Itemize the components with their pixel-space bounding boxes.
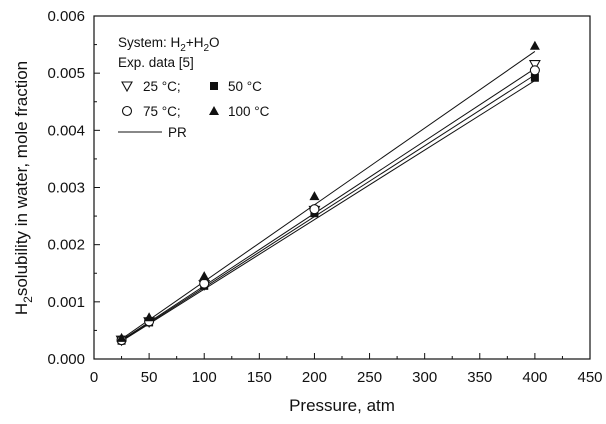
data-point: [529, 40, 540, 50]
data-point: [530, 73, 539, 82]
legend-label-pr: PR: [168, 125, 187, 140]
legend-marker: [121, 105, 133, 117]
y-tick-label: 0.006: [47, 8, 85, 25]
legend-exp-data: Exp. data [5]: [118, 55, 194, 70]
legend: System: H2+H2O Exp. data [5] 25 °C; 50 °…: [118, 35, 270, 140]
pr-model-line: [121, 68, 536, 341]
data-point: [309, 191, 320, 201]
y-tick-label: 0.005: [47, 65, 85, 82]
data-point: [116, 332, 127, 342]
x-tick-label: 300: [412, 369, 437, 386]
legend-marker: [209, 106, 219, 115]
y-axis-ticks: 0.000 0.001 0.002 0.003 0.004 0.005 0.006: [47, 8, 100, 368]
x-tick-label: 400: [522, 369, 547, 386]
x-tick-label: 0: [90, 369, 98, 386]
legend-label-100c: 100 °C: [228, 104, 270, 119]
legend-marker: [210, 82, 218, 90]
legend-label-25c: 25 °C;: [143, 79, 181, 94]
legend-marker: [121, 81, 133, 93]
y-tick-label: 0.000: [47, 351, 85, 368]
pr-model-line: [121, 80, 536, 342]
legend-markers: [121, 81, 219, 117]
data-point: [199, 271, 210, 281]
x-tick-label: 50: [141, 369, 158, 386]
pr-model-line: [121, 74, 536, 342]
data-point: [144, 312, 155, 322]
y-tick-label: 0.001: [47, 294, 85, 311]
y-tick-label: 0.003: [47, 180, 85, 197]
data-point: [529, 65, 540, 76]
x-tick-label: 450: [577, 369, 602, 386]
y-tick-label: 0.004: [47, 122, 85, 139]
data-point: [309, 204, 320, 215]
x-tick-label: 250: [357, 369, 382, 386]
pr-model-lines: [121, 51, 536, 342]
data-markers: [115, 40, 541, 347]
y-axis-title: H2solubility in water, mole fraction: [12, 61, 35, 315]
x-tick-label: 100: [192, 369, 217, 386]
x-axis-title: Pressure, atm: [289, 396, 395, 415]
pr-model-line: [121, 51, 536, 340]
x-tick-label: 150: [247, 369, 272, 386]
x-tick-label: 200: [302, 369, 327, 386]
data-point: [199, 278, 210, 289]
x-tick-label: 350: [467, 369, 492, 386]
legend-label-75c: 75 °C;: [143, 104, 181, 119]
legend-label-50c: 50 °C: [228, 79, 262, 94]
data-point: [528, 60, 541, 71]
y-tick-label: 0.002: [47, 237, 85, 254]
legend-system: System: H2+H2O: [118, 35, 220, 54]
x-axis-ticks: 0 50 100 150 200 250 300 350 400 450: [90, 353, 603, 386]
